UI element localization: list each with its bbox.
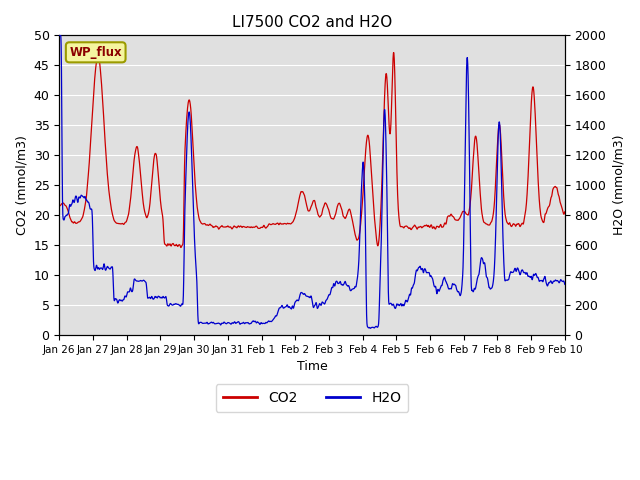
- Y-axis label: CO2 (mmol/m3): CO2 (mmol/m3): [15, 135, 28, 235]
- X-axis label: Time: Time: [297, 360, 328, 373]
- Legend: CO2, H2O: CO2, H2O: [216, 384, 408, 412]
- Y-axis label: H2O (mmol/m3): H2O (mmol/m3): [612, 135, 625, 235]
- Title: LI7500 CO2 and H2O: LI7500 CO2 and H2O: [232, 15, 392, 30]
- Text: WP_flux: WP_flux: [69, 46, 122, 59]
